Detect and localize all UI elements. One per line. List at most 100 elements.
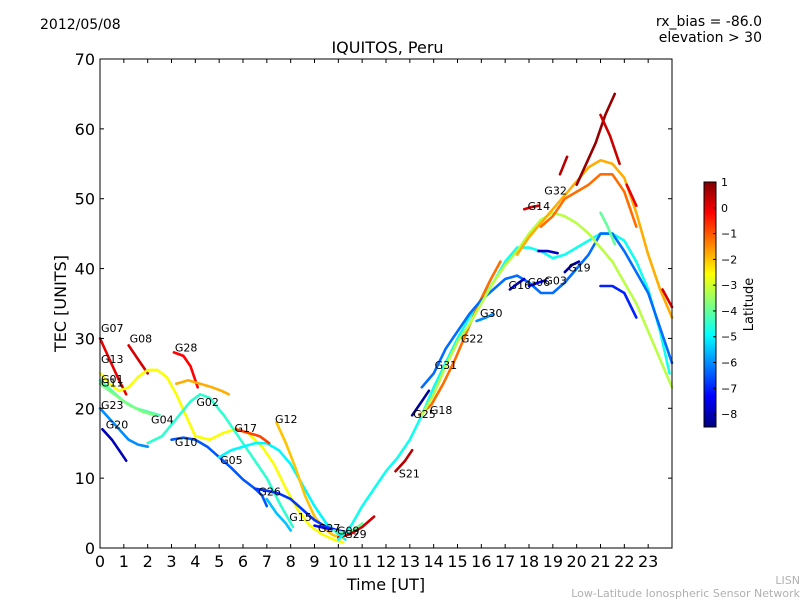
colorbar-tick-label: −2 [721, 253, 737, 266]
series-line-g06 [527, 279, 548, 288]
y-tick-label: 70 [75, 50, 95, 69]
satellite-label-g25: G25 [413, 408, 436, 421]
series-line-g23 [98, 406, 149, 449]
satellite-label-g23: G23 [101, 399, 124, 412]
satellite-label-g03: G03 [544, 275, 567, 288]
series-line-g08 [127, 344, 149, 375]
x-tick-label: 6 [238, 552, 248, 571]
series-line-g02 [175, 378, 230, 396]
series-line-g17 [234, 427, 271, 445]
series-line-g11 [98, 382, 157, 417]
satellite-label-g29: G29 [344, 528, 367, 541]
series-line-g31 [420, 232, 674, 389]
satellite-label-g04: G04 [151, 414, 174, 427]
colorbar-tick-label: −5 [721, 331, 737, 344]
x-tick-label: 19 [543, 552, 563, 571]
x-tick-label: 8 [286, 552, 296, 571]
series-line-g36 [625, 183, 638, 207]
series-line-g13 [98, 368, 345, 544]
satellite-label-g20: G20 [106, 419, 129, 432]
x-axis-label: Time [UT] [346, 575, 425, 594]
series-line-g39 [661, 288, 674, 309]
satellite-label-g18: G18 [430, 404, 453, 417]
series-line-g14 [522, 204, 540, 211]
x-tick-label: 16 [471, 552, 491, 571]
y-axis-label: TEC [UNITS] [51, 255, 70, 353]
series-line-g29 [336, 515, 376, 539]
series-line-g24 [539, 173, 638, 228]
satellite-label-g06: G06 [528, 276, 551, 289]
satellite-label-g26: G26 [258, 486, 281, 499]
y-tick-label: 20 [75, 399, 95, 418]
annotation-block: rx_bias = -86.0 elevation > 30 [656, 14, 762, 46]
x-tick-label: 22 [614, 552, 634, 571]
satellite-label-s21: S21 [399, 467, 420, 480]
series-line-g07 [98, 337, 128, 396]
series-line-g18 [418, 260, 502, 417]
colorbar-tick-label: 1 [721, 176, 728, 189]
x-tick-label: 15 [447, 552, 467, 571]
x-tick-label: 11 [352, 552, 372, 571]
series-line-g10 [170, 436, 269, 508]
date-label: 2012/05/08 [40, 17, 121, 33]
satellite-label-g15: G15 [289, 511, 312, 524]
satellite-label-g10: G10 [175, 436, 198, 449]
y-tick-label: 10 [75, 469, 95, 488]
satellite-label-g27: G27 [318, 522, 341, 535]
satellite-label-g16: G16 [509, 279, 532, 292]
x-tick-label: 23 [638, 552, 658, 571]
series-line-g20 [101, 427, 128, 463]
satellite-label-g08: G08 [130, 333, 153, 346]
x-tick-label: 4 [190, 552, 200, 571]
series-line-g30 [475, 312, 495, 323]
series-line-g38 [599, 284, 638, 319]
series-line-g12 [275, 420, 345, 539]
x-tick-label: 18 [519, 552, 539, 571]
x-tick-label: 21 [590, 552, 610, 571]
series-line-g34 [575, 92, 617, 186]
x-tick-label: 13 [400, 552, 420, 571]
series-line-g03 [537, 249, 559, 255]
x-tick-label: 17 [495, 552, 515, 571]
series-line-g26 [253, 487, 340, 532]
satellite-label-g28: G28 [175, 342, 198, 355]
series-line-g37 [599, 211, 617, 246]
x-tick-label: 1 [119, 552, 129, 571]
satellite-label-g13: G13 [101, 353, 124, 366]
satellite-label-g07: G07 [101, 322, 124, 335]
satellite-label-g01: G01 [101, 373, 124, 386]
satellite-label-g17: G17 [234, 422, 257, 435]
satellite-label-g02: G02 [196, 396, 219, 409]
satellite-label-g32: G32 [544, 185, 567, 198]
satellite-label-g05: G05 [220, 454, 243, 467]
colorbar-tick-label: −7 [721, 382, 737, 395]
x-tick-label: 14 [423, 552, 443, 571]
satellite-label-g22: G22 [461, 333, 484, 346]
footer-line-1: LISN [775, 574, 800, 587]
y-tick-label: 50 [75, 190, 95, 209]
series-line-g33 [558, 155, 569, 176]
series-line-g04 [146, 392, 295, 529]
satellite-label-g19: G19 [568, 261, 591, 274]
series-line-g32 [515, 159, 674, 319]
y-tick-label: 60 [75, 120, 95, 139]
x-tick-label: 12 [376, 552, 396, 571]
plot-frame [99, 58, 673, 549]
colorbar-tick-label: −3 [721, 279, 737, 292]
x-tick-label: 7 [262, 552, 272, 571]
x-tick-label: 2 [143, 552, 153, 571]
y-tick-label: 30 [75, 329, 95, 348]
x-tick-label: 9 [309, 552, 319, 571]
series-line-g35 [599, 113, 621, 166]
x-tick-label: 5 [214, 552, 224, 571]
series-line-g16 [508, 277, 526, 291]
series-line-s21 [394, 448, 414, 473]
colorbar-tick-label: −1 [721, 228, 737, 241]
x-tick-label: 0 [95, 552, 105, 571]
colorbar [703, 181, 717, 428]
colorbar-label: Latitude [742, 278, 757, 332]
colorbar-tick-label: −4 [721, 305, 737, 318]
x-tick-label: 20 [566, 552, 586, 571]
series-line-g19 [563, 260, 581, 274]
